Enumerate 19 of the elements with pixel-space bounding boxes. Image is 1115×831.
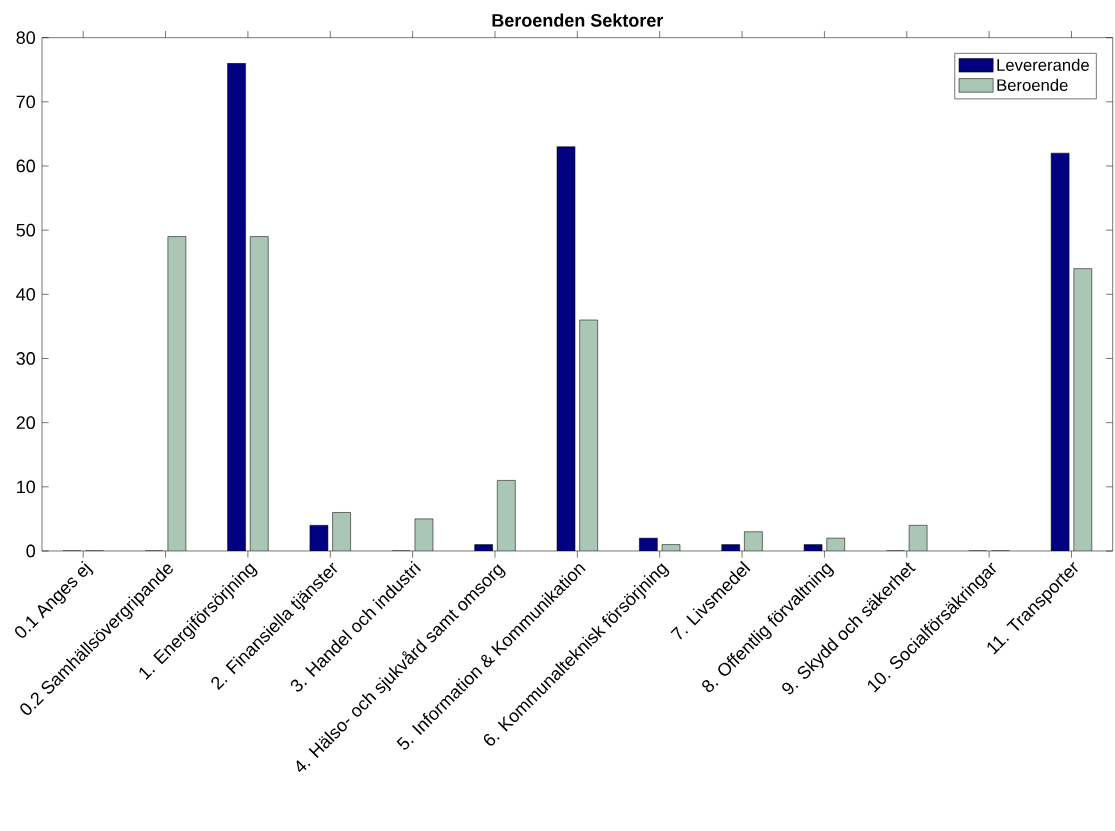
legend-label: Levererande (997, 58, 1089, 71)
y-tick-label: 10 (17, 480, 36, 494)
bar (1073, 268, 1093, 551)
bar (249, 236, 269, 551)
y-tick-label: 50 (16, 223, 36, 237)
y-tick-label: 0 (26, 544, 36, 558)
bar (332, 512, 351, 551)
y-tick-label: 40 (16, 287, 36, 301)
y-tick-label: 60 (16, 159, 36, 173)
legend-label: Beroende (997, 78, 1068, 92)
y-tick-label: 30 (16, 352, 36, 365)
bar (579, 319, 598, 551)
bar (1050, 152, 1070, 551)
chart-title: Beroenden Sektorer (492, 13, 664, 27)
y-tick-label: 80 (16, 31, 36, 45)
y-tick-label: 70 (16, 95, 36, 109)
bar (227, 63, 246, 551)
y-tick-label: 20 (16, 416, 36, 430)
bar (497, 480, 516, 551)
